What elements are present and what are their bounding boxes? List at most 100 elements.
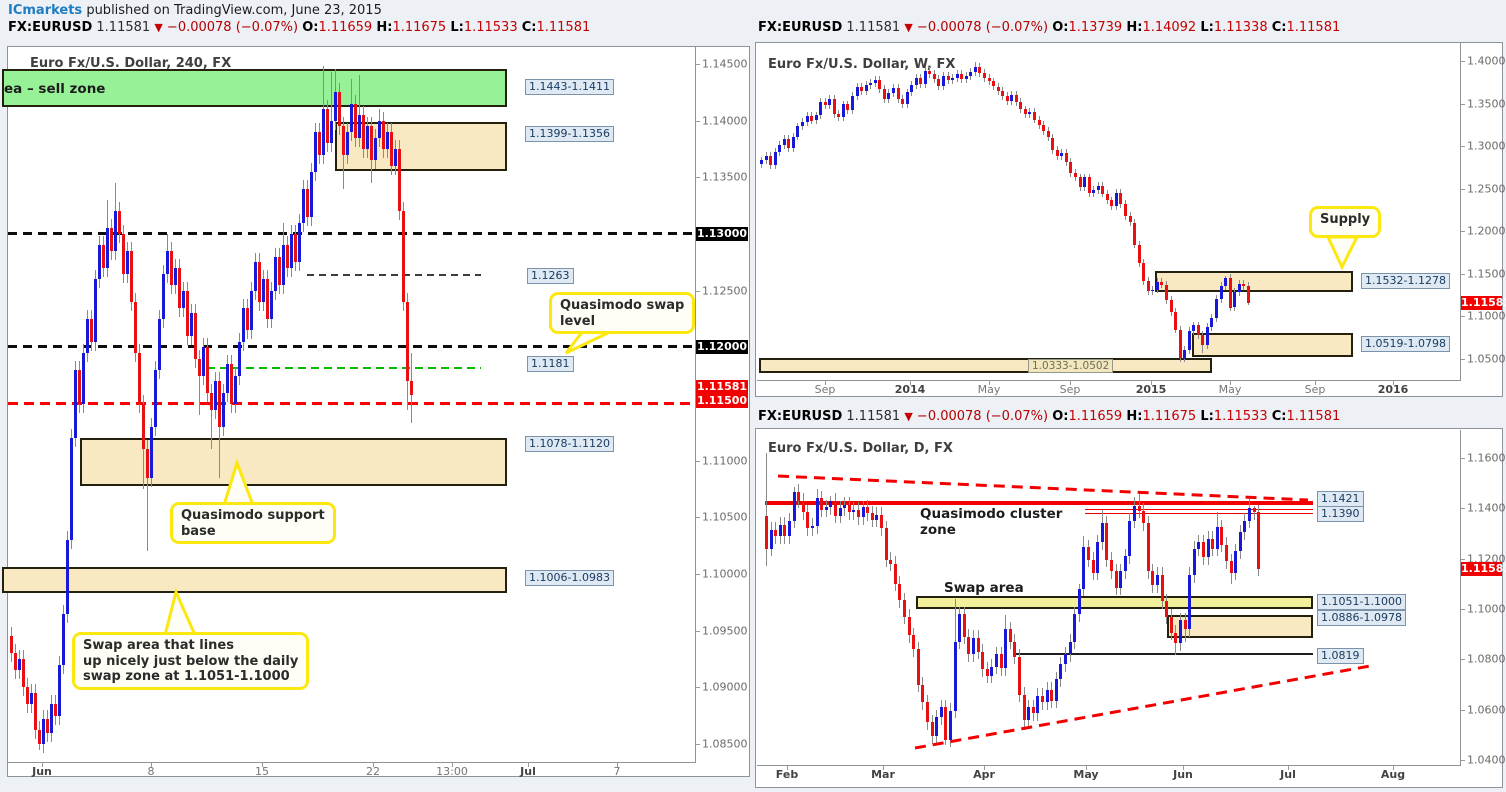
candle-body: [190, 313, 193, 336]
candle-body: [1142, 510, 1146, 524]
supply-demand-zone[interactable]: [1192, 333, 1353, 357]
candle-body: [1215, 299, 1218, 318]
horizontal-level-line[interactable]: [765, 501, 1313, 506]
last-price: 1.11581: [846, 409, 901, 424]
candle-body: [226, 364, 229, 393]
supply-demand-zone[interactable]: [916, 596, 1313, 609]
ohlc-value: 1.11675: [1142, 409, 1197, 424]
candle-body: [1023, 109, 1027, 114]
x-axis-label: May: [1073, 768, 1099, 781]
candle-body: [1119, 571, 1123, 588]
candle-wick: [1138, 491, 1140, 519]
candle-wick: [147, 440, 148, 552]
ohlc-value: 1.11581: [536, 20, 591, 35]
candle-body: [1027, 707, 1031, 720]
ohlc-value: 1.11659: [318, 20, 373, 35]
horizontal-level-line[interactable]: [207, 366, 481, 369]
x-tick-mark: [1393, 766, 1394, 770]
horizontal-level-line[interactable]: [8, 231, 695, 235]
price-range-label[interactable]: 1.1443-1.1411: [525, 79, 614, 95]
supply-demand-zone[interactable]: [2, 68, 507, 108]
candle-body: [896, 88, 900, 100]
chart-annotation-text: ea – sell zone: [4, 81, 106, 97]
candle-body: [1224, 277, 1228, 287]
price-range-label[interactable]: 1.1390: [1317, 506, 1364, 522]
candle-body: [1146, 523, 1150, 572]
callout-note[interactable]: Supply: [1309, 206, 1382, 238]
candle-body: [374, 137, 377, 161]
horizontal-level-line[interactable]: [307, 273, 481, 276]
candle-body: [142, 403, 145, 450]
ohlc-label: H:: [1126, 409, 1143, 424]
candle-body: [857, 509, 860, 518]
candle-body: [1087, 177, 1091, 193]
ohlc-label: O:: [1052, 20, 1069, 35]
candle-body: [1128, 520, 1132, 557]
price-range-label[interactable]: 1.1078-1.1120: [525, 436, 614, 452]
candle-body: [1055, 150, 1059, 157]
candle-body: [1022, 694, 1026, 720]
callout-note[interactable]: Quasimodo support base: [170, 502, 336, 544]
y-tick-mark: [1461, 316, 1465, 317]
price-tag-red: 1.11581: [696, 379, 748, 394]
candle-body: [290, 233, 293, 268]
candle-body: [1073, 614, 1077, 642]
candle-body: [1114, 571, 1118, 588]
candle-wick: [1253, 505, 1255, 520]
y-tick-mark: [1461, 231, 1465, 232]
ohlc-header-daily: FX:EURUSD 1.11581 ▼ −0.00078 (−0.07%) O:…: [758, 409, 1340, 424]
price-range-label[interactable]: 1.0519-1.0798: [1361, 336, 1450, 352]
horizontal-level-line[interactable]: [8, 401, 695, 405]
ohlc-label: O:: [1052, 409, 1069, 424]
price-range-label[interactable]: 1.1181: [527, 356, 574, 372]
chart-annotation-text: Swap area: [944, 580, 1024, 596]
price-range-label[interactable]: 1.1399-1.1356: [525, 126, 614, 142]
candle-body: [114, 211, 117, 251]
y-tick-mark: [1461, 61, 1465, 62]
candle-body: [1233, 292, 1237, 308]
callout-note[interactable]: Swap area that lines up nicely just below…: [72, 632, 310, 690]
price-range-label[interactable]: 1.1051-1.1000: [1317, 594, 1406, 610]
candle-body: [820, 498, 824, 510]
price-range-label[interactable]: 1.1263: [527, 268, 574, 284]
candle-body: [1234, 551, 1238, 573]
symbol-label: FX:EURUSD: [758, 20, 843, 35]
candle-body: [310, 171, 313, 217]
y-tick-mark: [1461, 659, 1465, 661]
x-axis-label: Jun: [1173, 768, 1193, 781]
candle-body: [811, 525, 814, 529]
supply-demand-zone[interactable]: [1167, 614, 1313, 638]
candle-body: [102, 245, 105, 268]
price-range-label[interactable]: 1.0886-1.0978: [1317, 610, 1406, 626]
supply-demand-zone[interactable]: [759, 358, 1212, 373]
candle-body: [202, 347, 205, 376]
supply-demand-zone[interactable]: [1155, 270, 1353, 293]
callout-note[interactable]: Quasimodo swap level: [549, 292, 696, 334]
horizontal-level-line[interactable]: [8, 345, 695, 349]
supply-demand-zone[interactable]: [2, 567, 507, 594]
price-range-label[interactable]: 1.0819: [1317, 648, 1364, 664]
y-tick-mark: [1461, 609, 1465, 611]
candle-body: [1252, 508, 1256, 513]
x-axis-label: Jun: [32, 765, 52, 778]
x-axis-label: 7: [613, 765, 621, 778]
candle-body: [1123, 556, 1127, 572]
symbol-label: FX:EURUSD: [8, 20, 93, 35]
price-range-label[interactable]: 1.1421: [1317, 491, 1364, 507]
candle-body: [230, 364, 233, 404]
publisher-link[interactable]: ICmarkets: [8, 3, 83, 18]
candle-body: [783, 524, 787, 536]
candle-body: [1105, 523, 1109, 560]
candle-body: [1041, 695, 1044, 703]
candle-body: [882, 89, 886, 100]
price-range-label[interactable]: 1.1006-1.0983: [525, 570, 614, 586]
horizontal-level-line[interactable]: [1085, 508, 1313, 514]
candle-body: [30, 692, 33, 705]
horizontal-level-line[interactable]: [1016, 652, 1313, 655]
price-range-label[interactable]: 1.1532-1.1278: [1361, 273, 1450, 289]
attribution-line: ICmarkets published on TradingView.com, …: [8, 3, 382, 18]
candle-body: [1004, 629, 1008, 669]
candle-body: [1060, 152, 1064, 157]
candle-body: [1225, 544, 1228, 562]
x-tick-mark: [1315, 381, 1316, 385]
